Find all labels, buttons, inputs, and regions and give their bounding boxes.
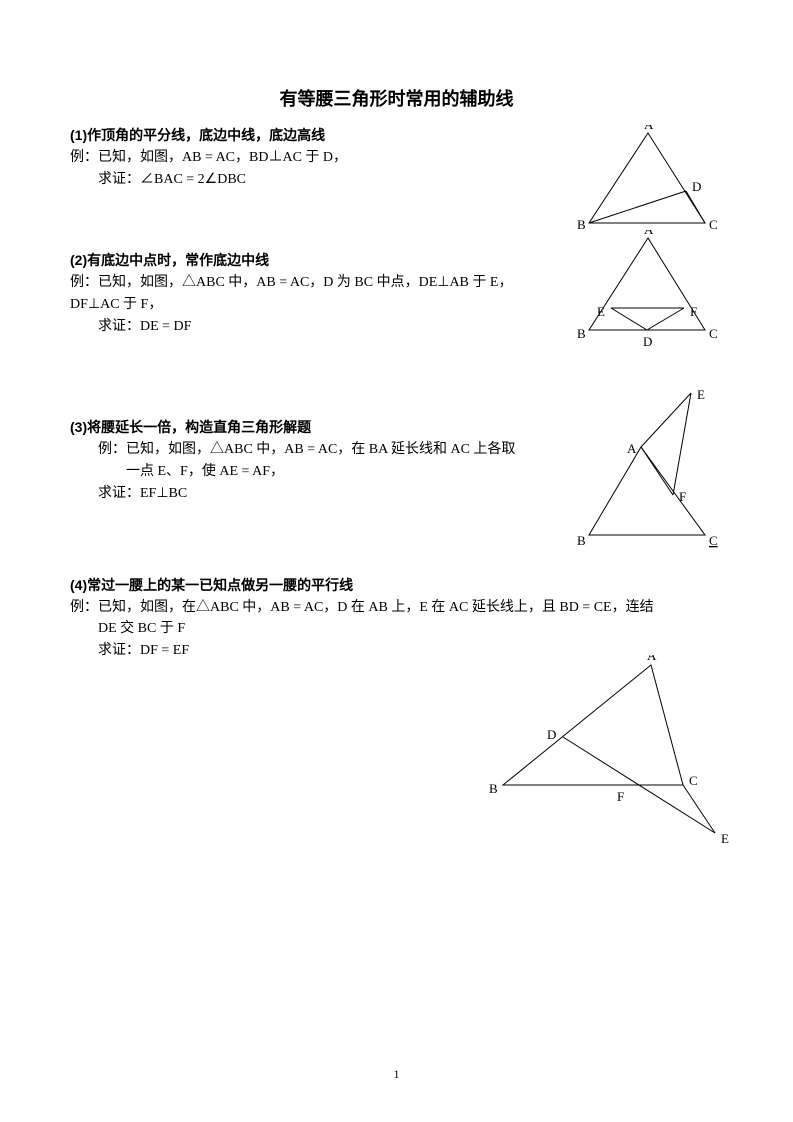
fig3-ae [641, 393, 691, 447]
fig3-af [641, 447, 673, 495]
fig2-triangle [589, 238, 705, 330]
page-number: 1 [0, 1067, 793, 1082]
fig1-label-a: A [644, 125, 654, 132]
fig1-label-d: D [692, 179, 701, 194]
figure-2: A B C D E F [573, 230, 733, 360]
fig3-label-f: F [679, 489, 686, 504]
fig3-label-e: E [697, 387, 705, 402]
fig4-label-f: F [617, 789, 624, 804]
fig2-label-f: F [690, 304, 697, 319]
fig4-label-e: E [721, 831, 729, 846]
fig2-df [647, 308, 684, 330]
fig3-label-a: A [627, 441, 637, 456]
figure-3: E A F B C [573, 387, 733, 557]
fig4-label-d: D [547, 727, 556, 742]
section-4: (4)常过一腰上的某一已知点做另一腰的平行线 例：已知，如图，在△ABC 中，A… [70, 575, 723, 662]
section-3: (3)将腰延长一倍，构造直角三角形解题 例：已知，如图，△ABC 中，AB = … [70, 417, 723, 504]
fig4-triangle [503, 665, 683, 785]
figure-1: A B C D [573, 125, 733, 245]
fig1-bd [589, 191, 686, 223]
fig2-de [611, 308, 647, 330]
fig4-label-a: A [647, 655, 657, 663]
fig4-label-b: B [489, 781, 498, 796]
section-2: (2)有底边中点时，常作底边中线 例：已知，如图，△ABC 中，AB = AC，… [70, 250, 723, 337]
fig2-label-e: E [597, 304, 605, 319]
figure-4: A B C D E F [483, 655, 743, 855]
section-1: (1)作顶角的平分线，底边中线，底边高线 例：已知，如图，AB = AC，BD⊥… [70, 125, 723, 190]
section-4-line1: 例：已知，如图，在△ABC 中，AB = AC，D 在 AB 上，E 在 AC … [70, 597, 723, 619]
fig3-triangle [589, 447, 705, 535]
fig2-label-c: C [709, 326, 718, 341]
fig2-label-b: B [577, 326, 586, 341]
fig2-label-d: D [643, 334, 652, 349]
fig3-label-b: B [577, 533, 586, 548]
fig1-dc [686, 191, 705, 223]
fig4-label-c: C [689, 773, 698, 788]
section-4-line1b: DE 交 BC 于 F [70, 618, 723, 640]
fig2-label-a: A [644, 230, 654, 237]
page: 有等腰三角形时常用的辅助线 (1)作顶角的平分线，底边中线，底边高线 例：已知，… [0, 0, 793, 1122]
section-4-head: (4)常过一腰上的某一已知点做另一腰的平行线 [70, 575, 723, 595]
fig4-ce [683, 785, 715, 833]
fig3-label-c: C [709, 533, 718, 548]
fig1-triangle [589, 133, 705, 223]
page-title: 有等腰三角形时常用的辅助线 [70, 85, 723, 111]
fig3-ef [673, 393, 691, 495]
